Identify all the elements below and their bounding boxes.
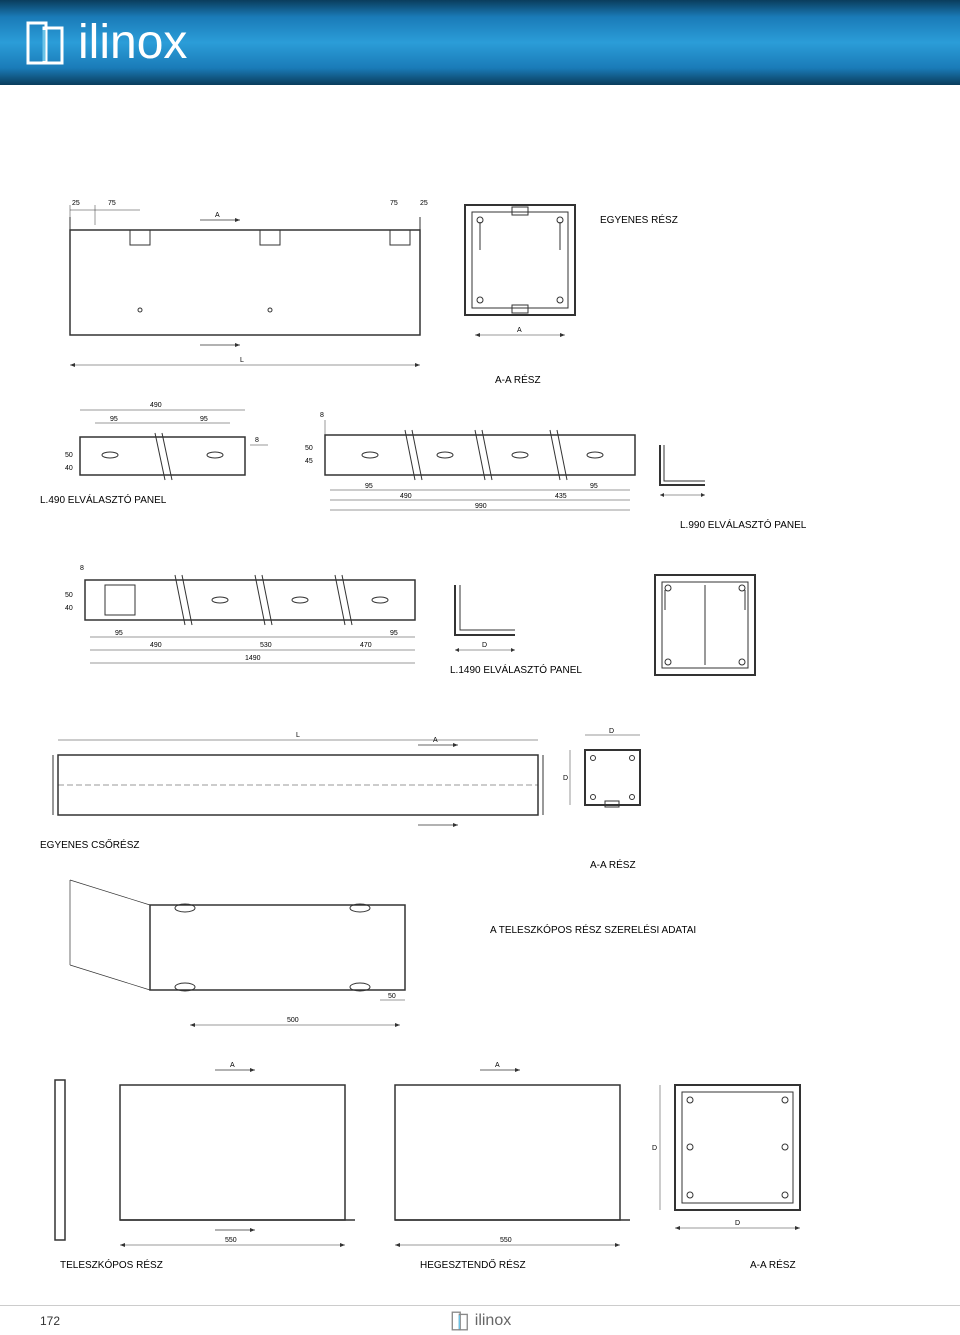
- svg-text:550: 550: [500, 1237, 512, 1244]
- label-egyenes-resz-1: EGYENES RÉSZ: [600, 215, 678, 226]
- page-footer: 172 ilinox: [0, 1305, 960, 1335]
- svg-text:8: 8: [255, 437, 259, 444]
- label-egyenes-csoresz: EGYENES CSŐRÉSZ: [40, 840, 139, 851]
- label-aa-resz-1: A-A RÉSZ: [495, 375, 541, 386]
- drawing-l1490-panel: 50 40 8 95 95 490 530 470 1490: [50, 555, 430, 680]
- svg-text:1490: 1490: [245, 655, 261, 662]
- label-aa-resz-2: A-A RÉSZ: [590, 860, 636, 871]
- drawing-angle-bracket: [650, 435, 720, 510]
- svg-text:A: A: [433, 737, 438, 744]
- svg-text:50: 50: [65, 592, 73, 599]
- svg-text:500: 500: [287, 1017, 299, 1024]
- drawing-straight-part-side: 25 75 75 25 A L: [40, 195, 440, 380]
- svg-text:95: 95: [200, 416, 208, 423]
- svg-text:75: 75: [108, 200, 116, 207]
- svg-text:L: L: [296, 732, 300, 739]
- svg-text:95: 95: [590, 483, 598, 490]
- svg-text:8: 8: [320, 412, 324, 419]
- label-hegesztendo: HEGESZTENDŐ RÉSZ: [420, 1260, 526, 1271]
- svg-text:435: 435: [555, 493, 567, 500]
- svg-text:95: 95: [110, 416, 118, 423]
- svg-text:490: 490: [150, 642, 162, 649]
- svg-text:990: 990: [475, 503, 487, 510]
- label-l490: L.490 ELVÁLASZTÓ PANEL: [40, 495, 166, 506]
- svg-text:75: 75: [390, 200, 398, 207]
- svg-text:A: A: [215, 212, 220, 219]
- svg-text:L: L: [240, 357, 244, 364]
- drawing-pipe-straight: L A: [38, 725, 558, 840]
- logo-text: ilinox: [78, 15, 187, 70]
- svg-text:D: D: [735, 1220, 740, 1227]
- drawing-weld-part: A 550: [380, 1055, 640, 1260]
- svg-text:8: 8: [80, 565, 84, 572]
- logo: ilinox: [20, 15, 187, 70]
- svg-text:A: A: [517, 327, 522, 334]
- svg-text:50: 50: [65, 452, 73, 459]
- svg-text:D: D: [563, 775, 568, 782]
- drawing-telescopic: 50 500: [50, 870, 420, 1045]
- footer-logo-text: ilinox: [475, 1312, 511, 1330]
- label-aa-resz-3: A-A RÉSZ: [750, 1260, 796, 1271]
- label-teleszkop-resz: TELESZKÓPOS RÉSZ: [60, 1260, 163, 1271]
- svg-text:95: 95: [365, 483, 373, 490]
- svg-text:530: 530: [260, 642, 272, 649]
- ilinox-footer-icon: [449, 1310, 471, 1332]
- ilinox-logo-icon: [20, 18, 70, 68]
- svg-text:95: 95: [390, 630, 398, 637]
- svg-text:470: 470: [360, 642, 372, 649]
- drawing-square-section-4: D D: [650, 1070, 820, 1245]
- svg-text:25: 25: [72, 200, 80, 207]
- label-l990: L.990 ELVÁLASZTÓ PANEL: [680, 520, 806, 531]
- main-content: 25 75 75 25 A L: [0, 85, 960, 145]
- svg-text:A: A: [495, 1062, 500, 1069]
- svg-text:40: 40: [65, 605, 73, 612]
- drawing-thin-rect: [50, 1075, 70, 1250]
- page-number: 172: [40, 1314, 60, 1328]
- drawing-l990-panel: 50 45 8 95 95 490 435 990: [290, 395, 650, 520]
- svg-text:40: 40: [65, 465, 73, 472]
- footer-logo: ilinox: [449, 1310, 511, 1332]
- drawing-square-section-3: D D: [555, 725, 665, 840]
- svg-text:D: D: [482, 642, 487, 649]
- svg-text:490: 490: [400, 493, 412, 500]
- svg-text:D: D: [652, 1145, 657, 1152]
- drawing-angle-bracket-2: D: [440, 575, 530, 670]
- label-teleszkop-adatai: A TELESZKÓPOS RÉSZ SZERELÉSI ADATAI: [490, 925, 696, 936]
- svg-text:A: A: [230, 1062, 235, 1069]
- svg-text:45: 45: [305, 458, 313, 465]
- svg-text:25: 25: [420, 200, 428, 207]
- svg-text:550: 550: [225, 1237, 237, 1244]
- svg-text:50: 50: [305, 445, 313, 452]
- svg-text:95: 95: [115, 630, 123, 637]
- label-l1490: L.1490 ELVÁLASZTÓ PANEL: [450, 665, 582, 676]
- svg-text:490: 490: [150, 402, 162, 409]
- drawing-l490-panel: 490 95 95 50 40 8: [50, 395, 270, 500]
- page-header: ilinox: [0, 0, 960, 85]
- drawing-square-section-2: [640, 560, 770, 695]
- drawing-aa-section-1: A: [450, 190, 590, 345]
- drawing-teleszkop-part: A 550: [105, 1055, 365, 1260]
- svg-text:50: 50: [388, 993, 396, 1000]
- svg-text:D: D: [609, 728, 614, 735]
